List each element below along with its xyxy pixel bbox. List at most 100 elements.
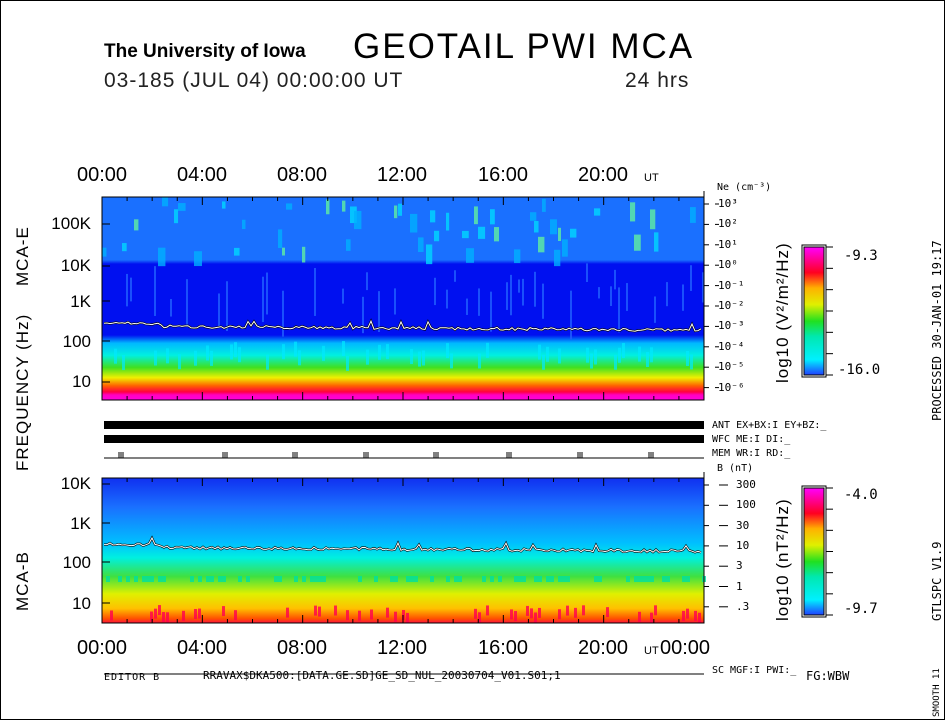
heatmap-cell [554, 249, 561, 267]
heatmap-cell [198, 608, 201, 619]
heatmap-cell [690, 265, 692, 291]
heatmap-cell [654, 605, 657, 616]
x-tick-label: 04:00 [176, 637, 228, 659]
footer-editor: EDITOR B [104, 672, 161, 683]
heatmap-cell [398, 203, 403, 216]
heatmap-cell [294, 341, 297, 357]
heatmap-cell [418, 351, 421, 367]
heatmap-cell [446, 576, 450, 582]
heatmap-cell [158, 576, 162, 582]
heatmap-cell [334, 605, 337, 616]
heatmap-cell [410, 213, 418, 233]
colorbar-max-b: -4.0 [844, 487, 878, 503]
heatmap-cell [118, 576, 122, 582]
heatmap-cell [562, 239, 568, 257]
heatmap-cell [318, 576, 322, 582]
heatmap-cell [542, 198, 546, 212]
heatmap-cell [606, 607, 609, 618]
heatmap-cell [266, 354, 269, 370]
heatmap-cell [490, 209, 495, 225]
heatmap-cell [634, 576, 638, 582]
x-unit: UT [644, 645, 659, 657]
heatmap-cell [194, 608, 197, 619]
heatmap-cell [190, 576, 194, 582]
heatmap-cell [650, 576, 654, 582]
heatmap-cell [666, 282, 668, 307]
heatmap-cell [614, 269, 616, 290]
heatmap-cell [410, 349, 413, 365]
heatmap-cell [378, 344, 381, 360]
heatmap-cell [654, 232, 659, 252]
ne-tick-label: 10⁰ [718, 258, 738, 272]
heatmap-cell [430, 210, 436, 223]
y-tick-label: 100 [62, 332, 91, 351]
heatmap-cell [618, 347, 621, 363]
heatmap-cell [342, 288, 344, 304]
heatmap-cell [466, 298, 468, 315]
heatmap-cell [326, 199, 330, 215]
heatmap-cell [274, 576, 278, 582]
heatmap-cell [474, 206, 478, 225]
colorbar-max-e: -9.3 [844, 248, 878, 264]
antenna-status-bar [104, 421, 704, 429]
heatmap-cell [354, 210, 362, 230]
b-tick-label: .3 [736, 599, 750, 613]
heatmap-cell [278, 576, 282, 582]
heatmap-cell [598, 576, 602, 582]
heatmap-cell [342, 341, 345, 357]
heatmap-cell [178, 354, 181, 370]
heatmap-cell [134, 219, 139, 231]
heatmap-cell [622, 342, 625, 358]
status-wfc: WFC ME:I DI:_ [712, 434, 791, 445]
heatmap-cell [126, 273, 128, 307]
heatmap-cell [122, 243, 127, 252]
heatmap-cell [314, 605, 317, 616]
heatmap-cell [650, 209, 656, 230]
heatmap-cell [122, 355, 125, 371]
heatmap-cell [586, 263, 588, 282]
ne-tick-label: 10⁻³ [718, 319, 745, 333]
b-tick-label: 1 [736, 579, 743, 593]
heatmap-cell [206, 345, 209, 361]
heatmap-cell [650, 347, 653, 363]
heatmap-cell [446, 289, 448, 309]
heatmap-cell [298, 350, 301, 366]
y-tick-label: 10 [72, 372, 91, 391]
heatmap-cell [534, 576, 538, 582]
heatmap-cell [310, 576, 314, 582]
ne-tick-label: 10⁻⁶ [718, 380, 745, 394]
heatmap-cell [446, 343, 449, 359]
heatmap-cell [150, 576, 154, 582]
heatmap-cell [126, 576, 130, 582]
heatmap-cell [542, 283, 544, 319]
heatmap-cell [634, 234, 641, 251]
heatmap-cell [506, 282, 508, 310]
heatmap-cell [558, 576, 562, 582]
heatmap-cell [378, 291, 380, 332]
heatmap-cell [386, 607, 389, 618]
b-tick-label: 300 [736, 478, 756, 491]
ne-tick-label: 10³ [718, 197, 738, 210]
b-tick-label: 10 [736, 538, 750, 552]
heatmap-cell [246, 576, 250, 582]
heatmap-cell [194, 350, 197, 366]
heatmap-cell [454, 576, 458, 582]
heatmap-cell [414, 576, 418, 582]
x-unit: UT [644, 172, 659, 184]
x-tick-label: 00:00 [76, 164, 128, 186]
b-tick-label: 30 [736, 518, 750, 532]
y-axis-label-frequency: FREQUENCY (Hz) [13, 313, 32, 471]
heatmap-cell [234, 610, 237, 621]
heatmap-cell [394, 576, 398, 582]
heatmap-cell [366, 349, 369, 365]
ne-tick-label: 10¹ [718, 237, 738, 251]
colorbar-label-b: log10 (nT²/Hz) [773, 498, 792, 621]
heatmap-cell [230, 344, 233, 360]
x-tick-label: 08:00 [276, 164, 328, 186]
heatmap-cell [542, 354, 545, 370]
heatmap-cell [150, 611, 153, 622]
heatmap-cell [322, 576, 326, 582]
heatmap-cell [518, 279, 520, 293]
heatmap-cell [666, 576, 670, 582]
